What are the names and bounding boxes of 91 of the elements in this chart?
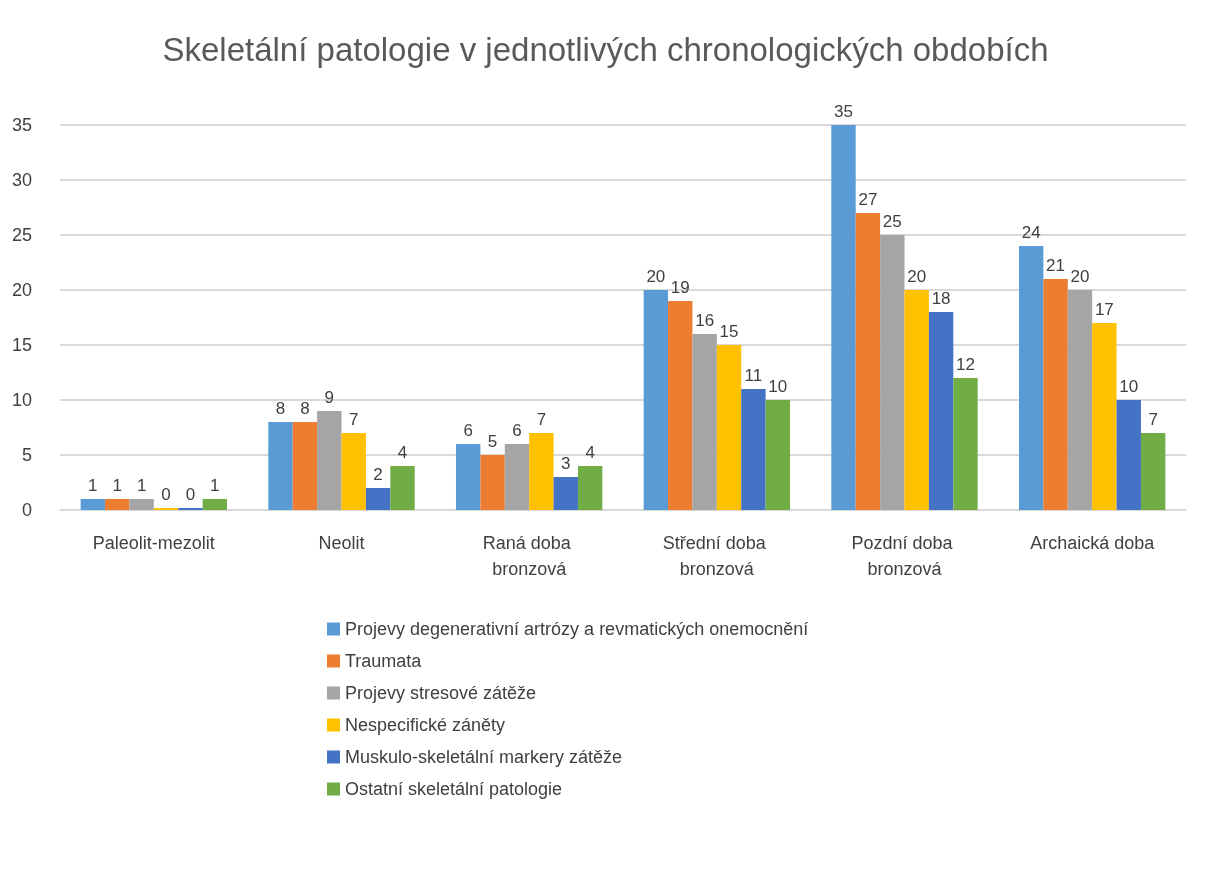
y-tick-label: 15 <box>11 335 32 355</box>
data-label: 17 <box>1094 300 1114 319</box>
y-tick-label: 30 <box>11 170 32 190</box>
chart-title: Skeletální patologie v jednotlivých chronologických obdobích <box>162 31 1049 68</box>
y-tick-label: 35 <box>11 115 32 135</box>
bar <box>390 466 415 510</box>
data-label: 20 <box>646 267 666 286</box>
legend-label: Nespecifické záněty <box>345 715 506 735</box>
bar <box>455 444 481 510</box>
bar <box>129 499 154 510</box>
data-label: 24 <box>1021 223 1041 242</box>
bar <box>1043 279 1068 510</box>
bar <box>529 433 554 510</box>
bar <box>504 444 530 510</box>
bar <box>765 400 791 510</box>
bar <box>668 301 693 510</box>
legend-label: Traumata <box>345 651 423 671</box>
data-label: 35 <box>834 102 853 121</box>
x-tick-label: Archaická doba <box>1030 533 1156 553</box>
data-label: 7 <box>348 410 359 429</box>
y-tick-label: 10 <box>11 390 32 410</box>
bar <box>904 290 929 510</box>
data-label: 7 <box>1148 410 1158 429</box>
data-label: 8 <box>300 399 310 418</box>
data-label: 8 <box>275 399 286 418</box>
data-label: 1 <box>210 476 220 495</box>
data-label: 6 <box>463 421 473 440</box>
data-label: 7 <box>536 410 547 429</box>
bar <box>1067 290 1093 510</box>
bar <box>1092 323 1117 510</box>
bar <box>105 499 130 510</box>
data-label: 3 <box>561 454 571 473</box>
data-label: 20 <box>907 267 927 286</box>
y-tick-label: 20 <box>11 280 32 300</box>
data-label: 18 <box>931 289 951 308</box>
y-tick-label: 25 <box>11 225 32 245</box>
bar <box>317 411 342 510</box>
data-label: 27 <box>858 190 878 209</box>
bar <box>1116 400 1141 510</box>
bar <box>480 455 505 510</box>
data-label: 2 <box>373 465 383 484</box>
data-label: 10 <box>1119 377 1139 396</box>
bar <box>741 389 766 510</box>
bar <box>716 345 742 510</box>
y-tick-label: 0 <box>21 500 32 520</box>
data-label: 4 <box>397 443 408 462</box>
bar <box>577 466 603 510</box>
legend-label: Projevy stresové zátěže <box>345 683 537 703</box>
bar <box>880 235 905 510</box>
x-tick-label: Raná doba bronzová <box>482 533 576 579</box>
data-label: 0 <box>185 485 196 504</box>
y-tick-label: 5 <box>21 445 32 465</box>
data-label: 25 <box>882 212 902 231</box>
data-label: 1 <box>112 476 122 495</box>
data-label: 20 <box>1070 267 1090 286</box>
data-label: 6 <box>512 421 522 440</box>
bar <box>692 334 717 510</box>
data-label: 19 <box>670 278 690 297</box>
bar <box>1140 433 1166 510</box>
bar <box>831 125 856 510</box>
data-label: 16 <box>695 311 715 330</box>
bar <box>928 312 954 510</box>
data-label: 12 <box>956 355 975 374</box>
bar <box>365 488 391 510</box>
data-label: 4 <box>585 443 595 462</box>
data-label: 1 <box>136 476 147 495</box>
x-tick-label: Pozdní doba bronzová <box>851 533 958 579</box>
bar <box>643 290 669 510</box>
data-label: 15 <box>719 322 739 341</box>
x-tick-label: Střední doba bronzová <box>662 533 771 579</box>
bar <box>292 422 318 510</box>
legend-label: Projevy degenerativní artrózy a revmatických onemocnění <box>345 619 809 639</box>
data-label: 21 <box>1046 256 1066 275</box>
bar <box>1018 246 1044 510</box>
bar <box>953 378 978 510</box>
x-tick-label: Paleolit-mezolit <box>92 533 215 553</box>
data-label: 9 <box>324 388 335 407</box>
x-tick-label: Neolit <box>318 533 365 553</box>
bar <box>80 499 106 510</box>
bar <box>341 433 366 510</box>
bar <box>855 213 881 510</box>
data-label: 5 <box>487 432 498 451</box>
data-label: 11 <box>744 366 763 385</box>
bar <box>202 499 228 510</box>
data-label: 0 <box>161 485 171 504</box>
data-label: 10 <box>768 377 788 396</box>
bar <box>268 422 293 510</box>
data-label: 1 <box>88 476 98 495</box>
bar <box>553 477 578 510</box>
legend-label: Ostatní skeletální patologie <box>345 779 563 799</box>
legend-label: Muskulo-skeletální markery zátěže <box>345 747 623 767</box>
